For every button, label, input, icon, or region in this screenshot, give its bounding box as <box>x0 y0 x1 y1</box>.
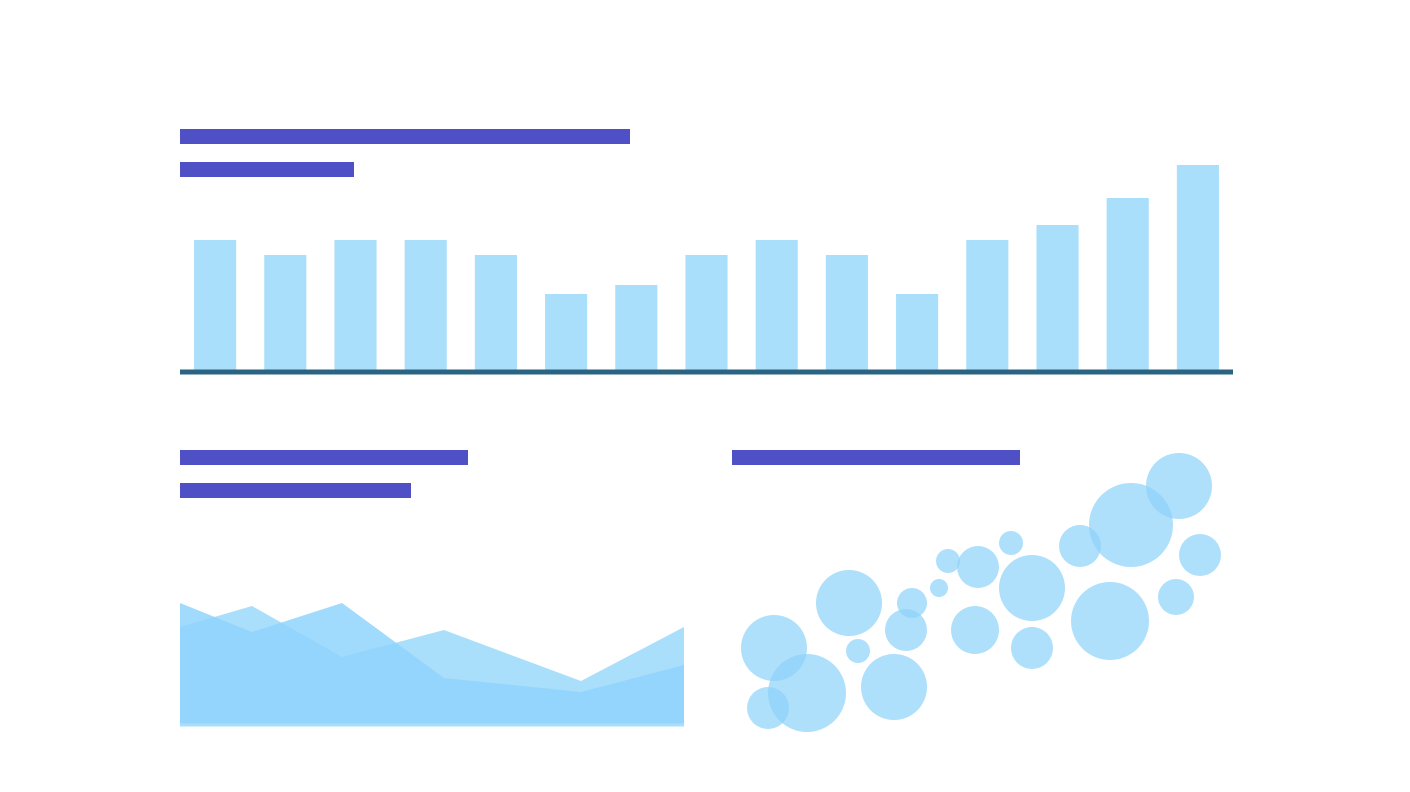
bubble <box>936 549 960 573</box>
title-placeholder <box>180 129 630 144</box>
bar <box>1036 225 1079 370</box>
bubble <box>861 654 927 720</box>
bar <box>1176 165 1219 370</box>
subtitle-placeholder <box>180 483 411 498</box>
bubble <box>1179 534 1221 576</box>
bar <box>685 255 728 370</box>
bubble <box>1071 582 1149 660</box>
bar <box>264 255 307 370</box>
bar <box>1106 198 1149 370</box>
bubble <box>897 588 927 618</box>
bar <box>896 294 939 370</box>
title-placeholder <box>732 450 1020 465</box>
bar <box>755 240 798 370</box>
bar <box>404 240 447 370</box>
bubble <box>846 639 870 663</box>
bubble <box>999 555 1065 621</box>
bubble <box>885 609 927 651</box>
bubble <box>747 687 789 729</box>
bubble <box>1011 627 1053 669</box>
area <box>180 603 684 724</box>
bar <box>825 255 868 370</box>
title-placeholder <box>180 450 468 465</box>
bar <box>615 285 658 370</box>
bubble <box>957 546 999 588</box>
bubble <box>1158 579 1194 615</box>
bar <box>334 240 377 370</box>
subtitle-placeholder <box>180 162 354 177</box>
bubble <box>930 579 948 597</box>
bar <box>545 294 588 370</box>
bubble <box>1146 453 1212 519</box>
bubble <box>951 606 999 654</box>
bar <box>194 240 237 370</box>
bubble <box>999 531 1023 555</box>
bar <box>966 240 1009 370</box>
bar <box>474 255 517 370</box>
bubble <box>816 570 882 636</box>
